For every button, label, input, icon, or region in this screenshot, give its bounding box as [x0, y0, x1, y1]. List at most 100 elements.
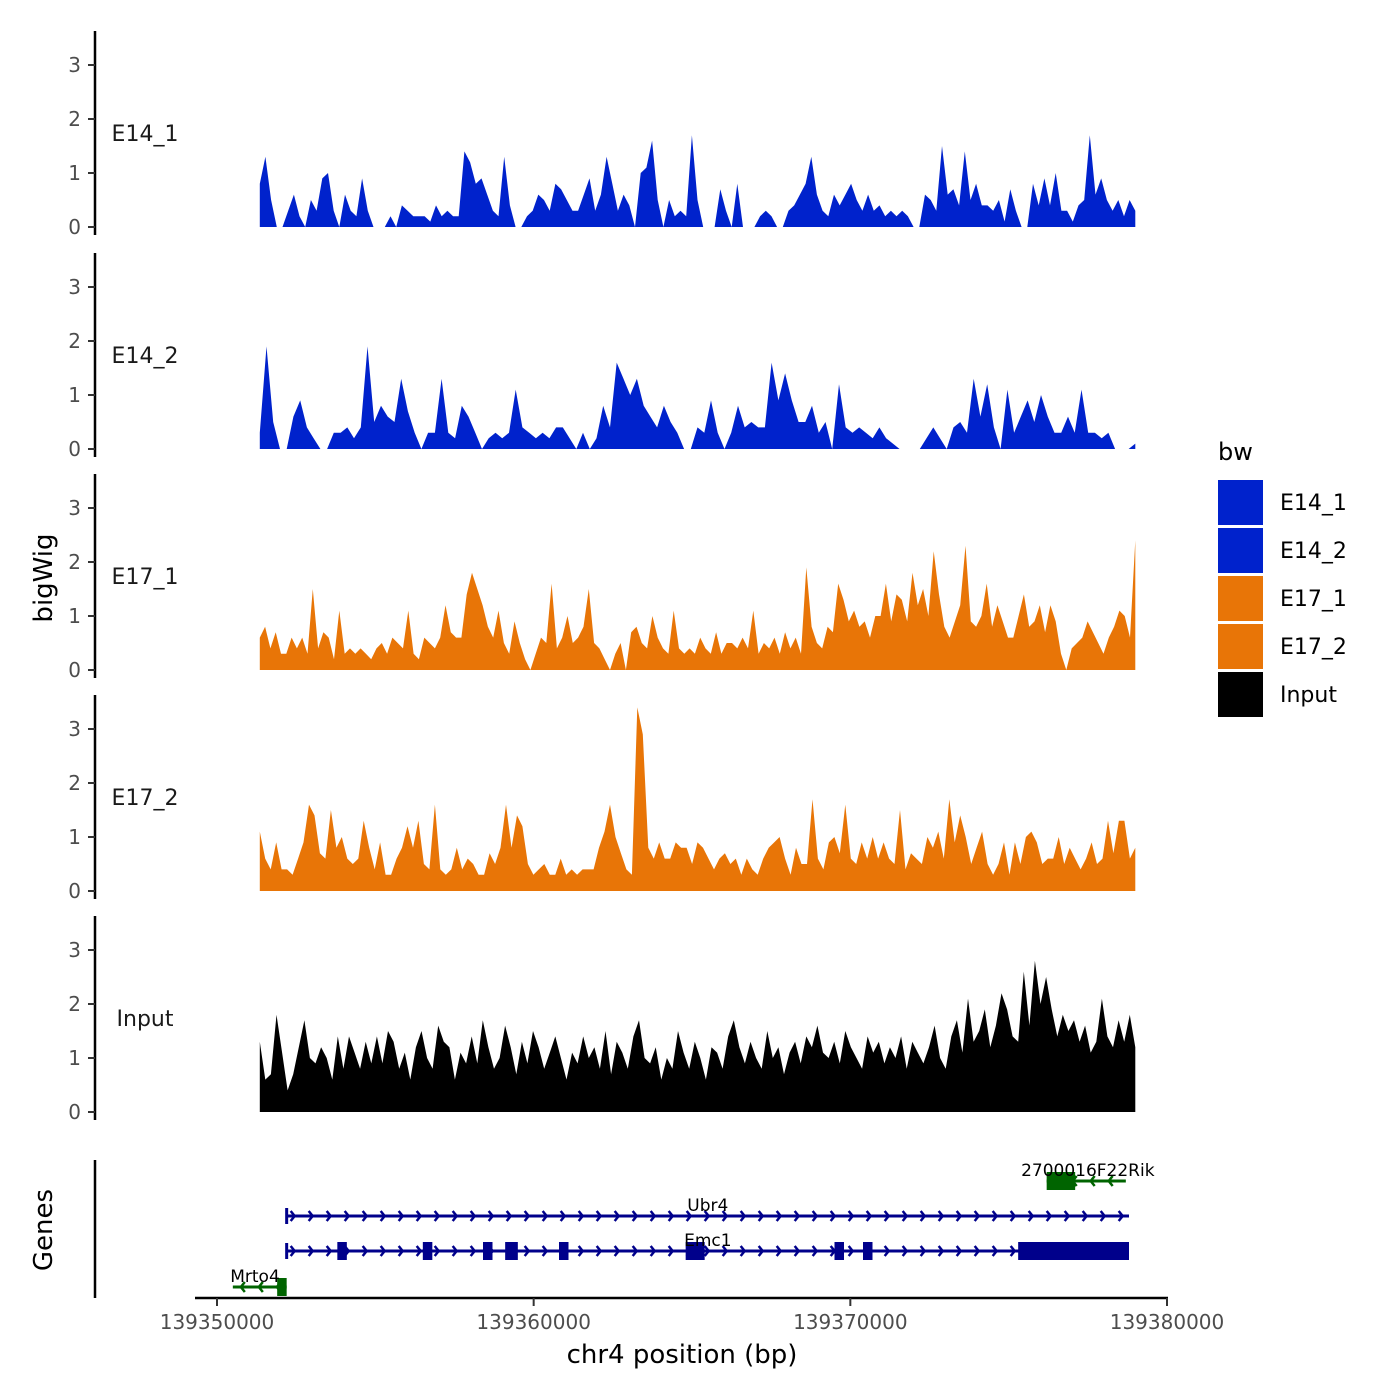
- y-tick-label: 0: [68, 437, 81, 461]
- strand-arrow: [739, 1210, 747, 1222]
- x-tick-label: 139370000: [793, 1310, 908, 1334]
- exon: [505, 1242, 518, 1260]
- strand-arrow: [397, 1245, 405, 1257]
- gene-label: Emc1: [684, 1231, 731, 1251]
- y-tick-label: 0: [68, 879, 81, 903]
- genes-axis-title: Genes: [29, 1189, 59, 1271]
- y-tick-label: 2: [68, 771, 81, 795]
- track-label: Input: [117, 1007, 174, 1032]
- strand-arrow: [775, 1245, 783, 1257]
- exon: [483, 1242, 493, 1260]
- legend-label-E17_1: E17_1: [1280, 587, 1347, 612]
- y-tick-label: 3: [68, 496, 81, 520]
- strand-arrow: [937, 1210, 945, 1222]
- strand-arrow: [1063, 1210, 1071, 1222]
- strand-arrow: [343, 1210, 351, 1222]
- y-tick-label: 3: [68, 717, 81, 741]
- track-E17_2: 0 1 2 3 E17_2: [68, 695, 1136, 903]
- strand-arrow: [415, 1210, 423, 1222]
- strand-arrow: [469, 1210, 477, 1222]
- y-tick-label: 2: [68, 992, 81, 1016]
- gene-label: Ubr4: [687, 1196, 728, 1216]
- exon: [863, 1242, 873, 1260]
- area-E14_1: [259, 135, 1136, 227]
- strand-arrow: [613, 1245, 621, 1257]
- strand-arrow: [703, 1210, 711, 1222]
- strand-arrow: [901, 1210, 909, 1222]
- strand-arrow: [1009, 1210, 1017, 1222]
- strand-arrow: [685, 1210, 693, 1222]
- strand-arrow: [523, 1210, 531, 1222]
- legend-swatch-Input: [1218, 672, 1263, 717]
- area-E17_1: [259, 540, 1136, 670]
- y-tick-label: 1: [68, 825, 81, 849]
- y-tick-label: 3: [68, 938, 81, 962]
- exon: [422, 1242, 433, 1260]
- exon: [1018, 1242, 1129, 1260]
- strand-arrow: [847, 1245, 855, 1257]
- genes-panel: 2700016F22Rik Ubr4 Emc1 Mrto4: [93, 1160, 1155, 1298]
- y-tick-label: 0: [68, 1100, 81, 1124]
- legend-label-E14_1: E14_1: [1280, 491, 1347, 516]
- strand-arrow: [955, 1210, 963, 1222]
- y-tick-label: 0: [68, 658, 81, 682]
- track-Input: 0 1 2 3 Input: [68, 916, 1136, 1124]
- strand-arrow: [775, 1210, 783, 1222]
- legend-swatch-E14_1: [1218, 480, 1263, 525]
- strand-arrow: [379, 1210, 387, 1222]
- strand-arrow: [1107, 1175, 1114, 1187]
- legend: bw E14_1 E14_2 E17_1 E17_2 Input: [1218, 438, 1347, 717]
- strand-arrow: [811, 1210, 819, 1222]
- strand-arrow: [829, 1210, 837, 1222]
- strand-arrow: [649, 1245, 657, 1257]
- x-tick-label: 139360000: [476, 1310, 591, 1334]
- strand-arrow: [289, 1210, 297, 1222]
- strand-arrow: [577, 1245, 585, 1257]
- strand-arrow: [433, 1245, 441, 1257]
- x-axis-title: chr4 position (bp): [567, 1340, 798, 1370]
- strand-arrow: [883, 1210, 891, 1222]
- strand-arrow: [469, 1245, 477, 1257]
- y-axis-title: bigWig: [29, 533, 59, 622]
- strand-arrow: [631, 1245, 639, 1257]
- strand-arrow: [919, 1210, 927, 1222]
- strand-arrow: [595, 1245, 603, 1257]
- strand-arrow: [865, 1210, 873, 1222]
- strand-arrow: [721, 1245, 729, 1257]
- strand-arrow: [667, 1210, 675, 1222]
- strand-arrow: [973, 1245, 981, 1257]
- legend-label-Input: Input: [1280, 683, 1337, 708]
- track-label: E14_1: [112, 122, 179, 147]
- strand-arrow: [793, 1245, 801, 1257]
- strand-arrow: [1117, 1210, 1125, 1222]
- y-tick-label: 2: [68, 550, 81, 574]
- strand-arrow: [919, 1245, 927, 1257]
- strand-arrow: [595, 1210, 603, 1222]
- track-label: E14_2: [112, 344, 179, 369]
- gene-Ubr4: Ubr4: [285, 1196, 1129, 1224]
- strand-arrow: [307, 1245, 315, 1257]
- area-Input: [259, 960, 1136, 1112]
- strand-arrow: [361, 1245, 369, 1257]
- area-E17_2: [259, 707, 1136, 891]
- strand-arrow: [325, 1245, 333, 1257]
- gene-label: Mrto4: [230, 1267, 280, 1287]
- strand-arrow: [577, 1210, 585, 1222]
- track-E14_2: 0 1 2 3 E14_2: [68, 253, 1136, 461]
- strand-arrow: [757, 1245, 765, 1257]
- gene-Emc1: Emc1: [285, 1231, 1129, 1260]
- y-tick-label: 1: [68, 604, 81, 628]
- y-tick-label: 1: [68, 161, 81, 185]
- strand-arrow: [1099, 1210, 1107, 1222]
- y-tick-label: 0: [68, 215, 81, 239]
- strand-arrow: [811, 1245, 819, 1257]
- strand-arrow: [991, 1245, 999, 1257]
- exon: [337, 1242, 347, 1260]
- strand-arrow: [955, 1245, 963, 1257]
- track-E17_1: 0 1 2 3 E17_1: [68, 474, 1136, 682]
- x-axis: 139350000 139360000 139370000 139380000: [160, 1296, 1225, 1334]
- strand-arrow: [559, 1210, 567, 1222]
- strand-arrow: [1089, 1175, 1096, 1187]
- x-tick-label: 139380000: [1110, 1310, 1225, 1334]
- legend-swatch-E14_2: [1218, 528, 1263, 573]
